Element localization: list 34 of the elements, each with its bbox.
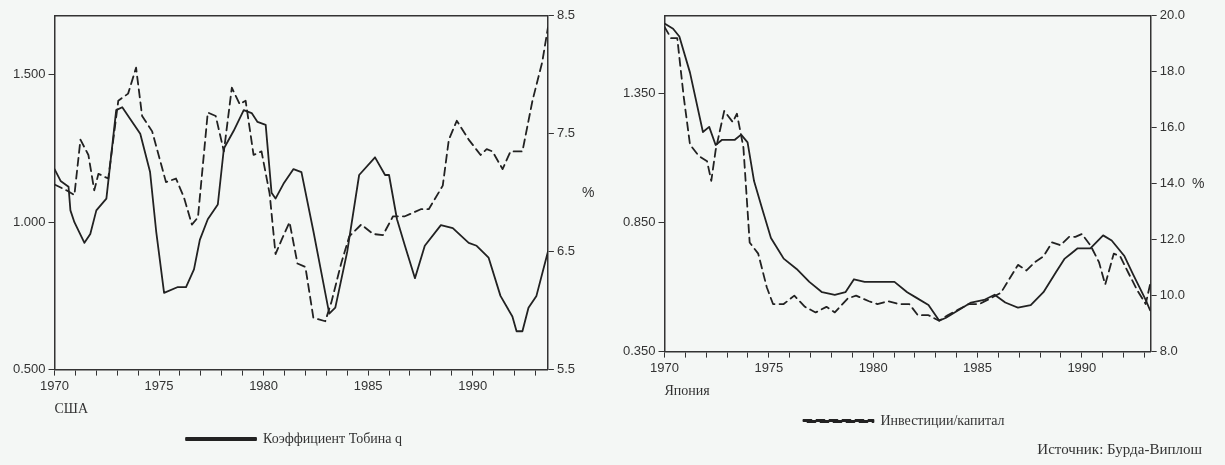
- y-tick-label: 0.500: [12, 361, 46, 377]
- y2-axis-title: %: [1192, 174, 1205, 191]
- x-tick-label: 1980: [249, 377, 279, 393]
- x-tick-label: 1985: [963, 359, 992, 375]
- x-tick-label: 1980: [858, 359, 888, 375]
- x-axis-title: Япония: [664, 383, 711, 399]
- y2-tick-label: 20.0: [1159, 7, 1186, 23]
- x-axis-title: США: [54, 401, 89, 417]
- y2-tick-label: 6.5: [556, 243, 576, 259]
- legend-label: Инвестиции/капитал: [880, 412, 1005, 428]
- x-tick-label: 1970: [650, 359, 679, 375]
- y2-tick-label: 16.0: [1159, 119, 1186, 135]
- y-tick-label: 1.000: [12, 213, 46, 229]
- y2-tick-label: 5.5: [556, 361, 576, 377]
- y-tick-label: 1.350: [622, 84, 656, 100]
- y2-tick-label: 18.0: [1159, 63, 1186, 79]
- x-tick-label: 1970: [40, 377, 69, 393]
- x-tick-label: 1990: [458, 377, 488, 393]
- y2-tick-label: 14.0: [1159, 175, 1186, 191]
- y2-tick-label: 8.5: [556, 7, 576, 23]
- y-tick-label: 0.350: [622, 343, 656, 359]
- y-tick-label: 0.850: [622, 214, 656, 230]
- x-tick-label: 1975: [754, 359, 784, 375]
- x-tick-label: 1985: [353, 377, 383, 393]
- text: Коэффициент Тобина q: [263, 430, 402, 446]
- x-tick-label: 1975: [144, 377, 174, 393]
- x-tick-label: 1990: [1067, 359, 1097, 375]
- y2-tick-label: 7.5: [556, 125, 576, 141]
- y2-axis-title: %: [582, 183, 595, 200]
- y2-tick-label: 12.0: [1159, 231, 1186, 247]
- y2-tick-label: 10.0: [1159, 287, 1186, 303]
- y-tick-label: 1.500: [12, 66, 46, 82]
- text: Источник: Бурда-Виплош: [1037, 441, 1203, 458]
- y2-tick-label: 8.0: [1159, 343, 1178, 359]
